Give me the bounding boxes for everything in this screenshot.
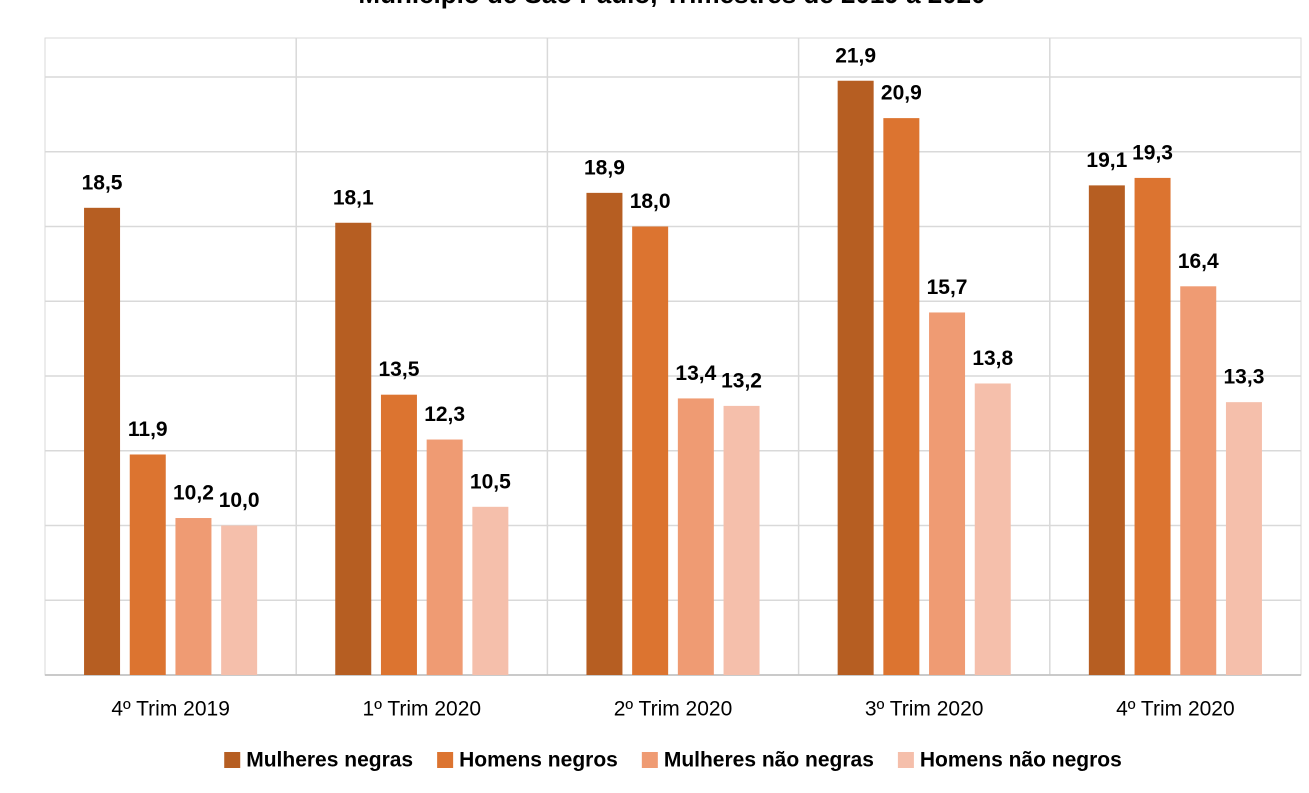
data-label: 12,3 xyxy=(424,403,465,426)
chart-title: Município de São Paulo, Trimestres de 20… xyxy=(358,0,985,9)
legend-item: Mulheres negras xyxy=(224,749,413,772)
data-label: 13,8 xyxy=(972,347,1013,370)
data-label: 16,4 xyxy=(1178,250,1219,273)
bar xyxy=(472,506,509,675)
data-label: 15,7 xyxy=(927,276,968,299)
bar xyxy=(883,118,920,676)
data-label: 19,3 xyxy=(1132,141,1173,164)
data-label: 19,1 xyxy=(1086,149,1127,172)
x-tick-label: 1º Trim 2020 xyxy=(363,698,482,721)
x-tick-label: 4º Trim 2020 xyxy=(1116,698,1235,721)
bar xyxy=(426,439,463,675)
x-tick-label: 4º Trim 2019 xyxy=(111,698,230,721)
bar xyxy=(380,394,417,675)
bar xyxy=(974,383,1011,675)
x-tick-label: 2º Trim 2020 xyxy=(614,698,733,721)
bar xyxy=(723,405,760,675)
data-label: 10,0 xyxy=(219,489,260,512)
bar xyxy=(677,398,714,675)
bar xyxy=(84,207,121,675)
data-label: 20,9 xyxy=(881,82,922,105)
bar xyxy=(1088,185,1125,675)
data-label: 10,5 xyxy=(470,470,511,493)
bar xyxy=(632,226,669,675)
legend-swatch xyxy=(897,752,914,768)
legend-swatch xyxy=(437,752,454,768)
bar xyxy=(221,525,258,675)
bar xyxy=(129,454,166,675)
legend-label: Mulheres negras xyxy=(246,749,413,772)
legend-label: Mulheres não negras xyxy=(664,749,874,772)
data-label: 10,2 xyxy=(173,482,214,505)
bar xyxy=(1134,177,1171,675)
data-label: 18,5 xyxy=(82,171,123,194)
legend-label: Homens não negros xyxy=(920,749,1122,772)
legend-item: Homens não negros xyxy=(897,749,1122,772)
data-label: 13,2 xyxy=(721,369,762,392)
legend-swatch xyxy=(641,752,658,768)
data-label: 18,0 xyxy=(630,190,671,213)
bar xyxy=(1225,402,1262,675)
data-label: 18,9 xyxy=(584,156,625,179)
data-label: 18,1 xyxy=(333,186,374,209)
legend-label: Homens negros xyxy=(459,749,618,772)
bar xyxy=(335,222,372,675)
legend-item: Homens negros xyxy=(437,749,618,772)
data-label: 13,3 xyxy=(1224,366,1265,389)
bar xyxy=(837,80,874,676)
bar xyxy=(1180,286,1217,675)
data-label: 21,9 xyxy=(835,44,876,67)
legend-swatch xyxy=(224,752,241,768)
data-label: 13,5 xyxy=(379,358,420,381)
bar xyxy=(175,518,212,675)
bar xyxy=(929,312,966,675)
data-label: 13,4 xyxy=(675,362,716,385)
x-tick-label: 3º Trim 2020 xyxy=(865,698,984,721)
data-label: 11,9 xyxy=(128,418,168,441)
bar xyxy=(586,192,623,676)
legend-item: Mulheres não negras xyxy=(641,749,874,772)
